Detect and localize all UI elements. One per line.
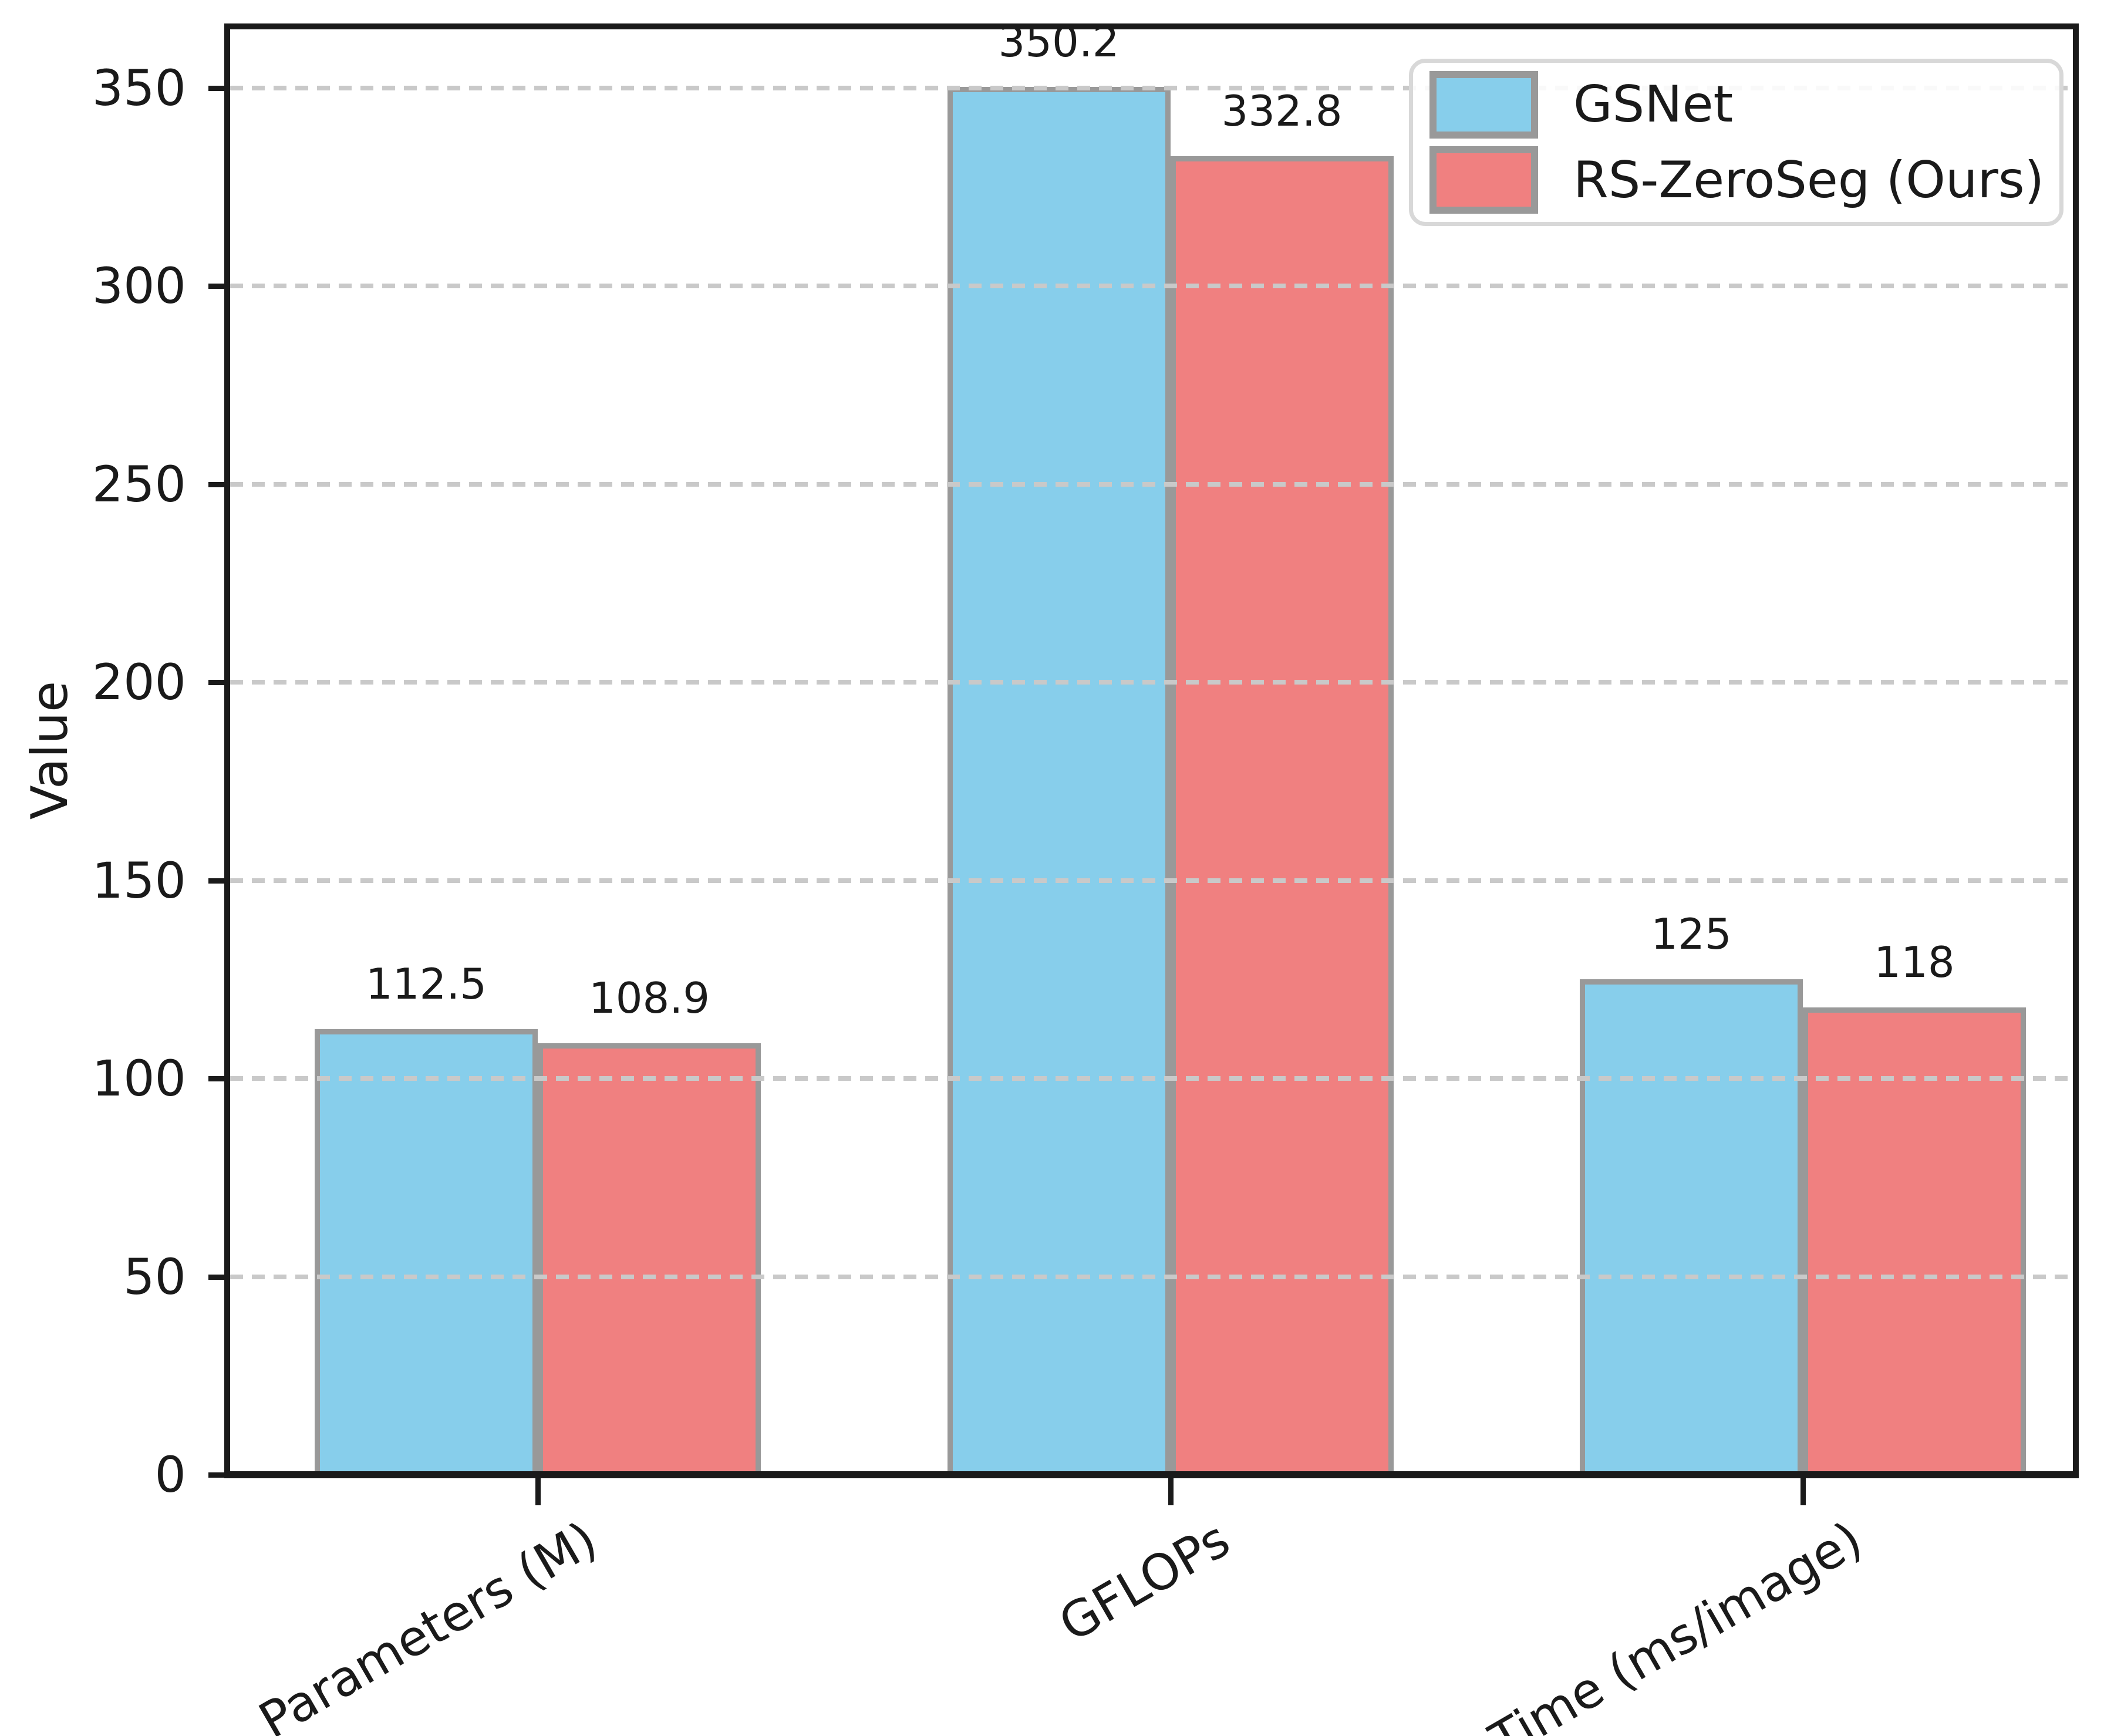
x-tick-mark bbox=[1168, 1478, 1174, 1505]
y-tick-mark bbox=[208, 1274, 230, 1280]
y-tick-mark bbox=[208, 85, 230, 91]
y-tick-label: 350 bbox=[92, 59, 186, 117]
bar-rs-zeroseg bbox=[1170, 156, 1394, 1478]
y-tick-mark bbox=[208, 481, 230, 487]
y-tick-label: 150 bbox=[92, 851, 186, 909]
gridline bbox=[230, 284, 2073, 288]
bar-value-label: 350.2 bbox=[998, 17, 1120, 67]
bar-gsnet bbox=[315, 1029, 538, 1478]
bar-value-label: 125 bbox=[1651, 909, 1732, 959]
legend-swatch-gsnet bbox=[1429, 70, 1538, 139]
y-tick-mark bbox=[208, 1472, 230, 1478]
gridline bbox=[230, 85, 2073, 90]
bottom-spine bbox=[224, 1471, 2079, 1478]
right-spine bbox=[2073, 23, 2079, 1478]
y-tick-label: 250 bbox=[92, 455, 186, 513]
gridline bbox=[230, 680, 2073, 685]
y-tick-mark bbox=[208, 1076, 230, 1081]
x-tick-label: GFLOPs bbox=[1050, 1510, 1239, 1653]
bar-gsnet bbox=[947, 87, 1171, 1478]
y-tick-label: 50 bbox=[123, 1248, 186, 1306]
top-spine bbox=[224, 23, 2079, 29]
left-spine bbox=[224, 23, 230, 1478]
bar-value-label: 112.5 bbox=[365, 959, 487, 1009]
legend: GSNet RS-ZeroSeg (Ours) bbox=[1409, 59, 2063, 226]
y-tick-label: 300 bbox=[92, 257, 186, 315]
y-tick-mark bbox=[208, 878, 230, 884]
gridline bbox=[230, 481, 2073, 487]
x-tick-label: Inference Time (ms/image) bbox=[1266, 1510, 1872, 1736]
bar-rs-zeroseg bbox=[1803, 1007, 2026, 1478]
legend-label-gsnet: GSNet bbox=[1573, 75, 1734, 134]
y-tick-label: 100 bbox=[92, 1050, 186, 1107]
y-tick-label: 200 bbox=[92, 653, 186, 711]
y-tick-mark bbox=[208, 680, 230, 685]
gridline bbox=[230, 1076, 2073, 1081]
gridline bbox=[230, 878, 2073, 883]
bar-value-label: 118 bbox=[1874, 937, 1955, 987]
x-tick-mark bbox=[1800, 1478, 1806, 1505]
bar-gsnet bbox=[1580, 979, 1803, 1478]
legend-label-rs-zeroseg: RS-ZeroSeg (Ours) bbox=[1573, 150, 2045, 210]
bar-value-label: 332.8 bbox=[1221, 86, 1343, 136]
legend-swatch-rs-zeroseg bbox=[1429, 146, 1538, 214]
bar-value-label: 108.9 bbox=[588, 973, 710, 1023]
x-tick-label: Parameters (M) bbox=[249, 1510, 607, 1736]
bar-rs-zeroseg bbox=[538, 1043, 761, 1478]
x-tick-mark bbox=[535, 1478, 541, 1505]
y-tick-mark bbox=[208, 284, 230, 289]
y-tick-label: 0 bbox=[154, 1446, 186, 1504]
gridline bbox=[230, 1274, 2073, 1279]
legend-item-rs-zeroseg: RS-ZeroSeg (Ours) bbox=[1429, 146, 2059, 214]
legend-item-gsnet: GSNet bbox=[1429, 70, 2059, 139]
